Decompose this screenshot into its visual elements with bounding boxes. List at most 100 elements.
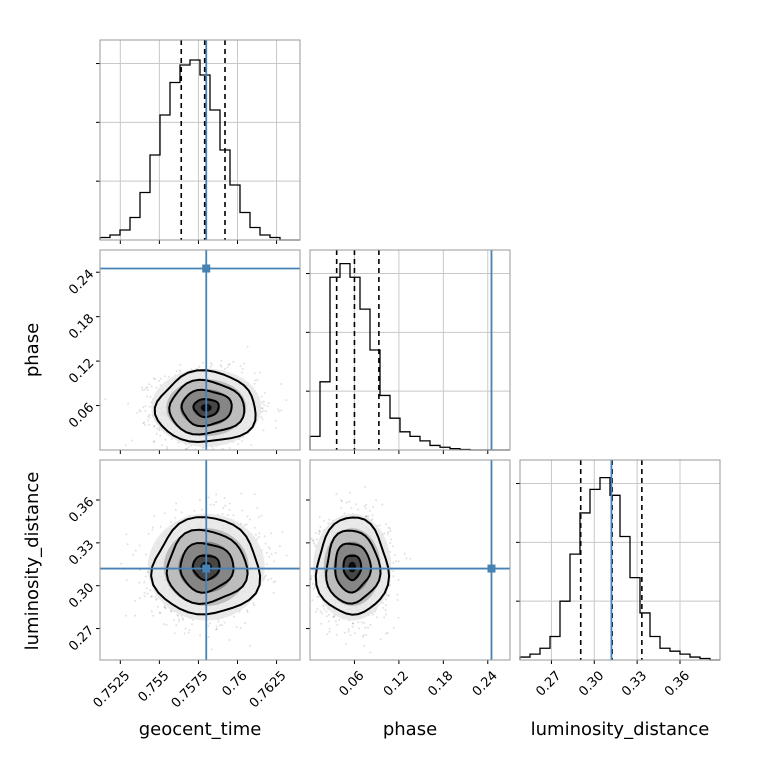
sample-point bbox=[151, 528, 154, 531]
sample-point bbox=[161, 444, 164, 447]
sample-point bbox=[157, 605, 160, 608]
sample-point bbox=[305, 583, 307, 585]
sample-point bbox=[167, 481, 169, 483]
sample-point bbox=[262, 429, 265, 432]
x-tick-label: 0.06 bbox=[336, 668, 367, 699]
sample-point bbox=[272, 581, 275, 584]
sample-point bbox=[369, 651, 372, 654]
sample-point bbox=[215, 628, 217, 631]
sample-point bbox=[369, 624, 372, 626]
sample-point bbox=[244, 622, 246, 625]
sample-point bbox=[338, 619, 341, 621]
sample-point bbox=[285, 399, 288, 402]
sample-point bbox=[124, 444, 127, 447]
density-layer bbox=[104, 345, 288, 483]
sample-point bbox=[140, 386, 143, 389]
sample-point bbox=[392, 570, 395, 573]
sample-point bbox=[153, 441, 155, 444]
sample-point bbox=[360, 621, 363, 624]
sample-point bbox=[165, 607, 167, 610]
sample-point bbox=[150, 385, 153, 388]
sample-point bbox=[146, 395, 148, 398]
sample-point bbox=[273, 560, 276, 563]
contour-line-0 bbox=[150, 516, 262, 616]
sample-point bbox=[340, 507, 343, 510]
sample-point bbox=[265, 563, 268, 566]
sample-point bbox=[262, 400, 265, 403]
sample-point bbox=[146, 386, 149, 389]
sample-point bbox=[174, 508, 177, 511]
sample-point bbox=[138, 581, 141, 584]
sample-point bbox=[379, 524, 381, 527]
sample-point bbox=[199, 634, 202, 637]
sample-point bbox=[215, 501, 218, 503]
sample-point bbox=[347, 630, 350, 633]
sample-point bbox=[363, 622, 366, 625]
sample-point bbox=[325, 610, 328, 613]
density-layer bbox=[120, 492, 288, 651]
sample-point bbox=[239, 365, 242, 368]
sample-point bbox=[246, 515, 249, 518]
sample-point bbox=[104, 398, 107, 401]
contour-line-1 bbox=[325, 529, 382, 605]
sample-point bbox=[274, 580, 277, 583]
sample-point bbox=[265, 551, 268, 554]
sample-point bbox=[350, 507, 353, 510]
y-tick-label: 0.36 bbox=[66, 495, 97, 526]
x-axis-title-luminosity-distance: luminosity_distance bbox=[531, 719, 710, 740]
sample-point bbox=[363, 644, 366, 647]
sample-point bbox=[209, 503, 212, 506]
sample-point bbox=[385, 613, 388, 616]
sample-point bbox=[254, 379, 257, 382]
sample-point bbox=[223, 367, 226, 370]
y-tick-label: 0.18 bbox=[66, 311, 97, 342]
sample-point bbox=[389, 529, 392, 532]
sample-point bbox=[318, 529, 321, 532]
sample-point bbox=[280, 383, 283, 385]
sample-point bbox=[258, 536, 261, 539]
sample-point bbox=[175, 502, 178, 505]
sample-point bbox=[372, 506, 375, 508]
sample-point bbox=[312, 587, 315, 590]
sample-point bbox=[389, 542, 392, 544]
y-axis-title-phase: phase bbox=[22, 323, 43, 377]
sample-point bbox=[405, 557, 408, 560]
sample-point bbox=[155, 432, 158, 435]
sample-point bbox=[357, 508, 360, 511]
sample-point bbox=[162, 623, 165, 626]
sample-point bbox=[316, 608, 319, 611]
sample-point bbox=[274, 419, 277, 422]
sample-point bbox=[323, 608, 326, 611]
sample-point bbox=[310, 577, 313, 580]
phase-vs-luminosity_distance-panel: 0.06 0.12 0.18 0.24 bbox=[287, 459, 511, 700]
y-tick-label: 0.06 bbox=[66, 400, 97, 431]
sample-point bbox=[183, 632, 186, 635]
sample-point bbox=[260, 395, 263, 398]
sample-point bbox=[210, 648, 213, 651]
sample-point bbox=[260, 407, 263, 410]
sample-point bbox=[306, 527, 308, 529]
sample-point bbox=[178, 369, 181, 372]
contour-line-2 bbox=[180, 388, 233, 428]
sample-point bbox=[315, 610, 317, 613]
sample-point bbox=[325, 615, 328, 618]
sample-point bbox=[263, 575, 266, 578]
sample-point bbox=[169, 521, 172, 524]
sample-point bbox=[347, 628, 350, 631]
sample-point bbox=[146, 419, 149, 422]
sample-point bbox=[409, 557, 412, 560]
sample-point bbox=[156, 597, 158, 600]
sample-point bbox=[193, 475, 195, 477]
panel-frame bbox=[309, 459, 511, 661]
sample-point bbox=[304, 559, 306, 561]
sample-point bbox=[306, 579, 308, 581]
sample-point bbox=[287, 602, 289, 604]
sample-point bbox=[174, 516, 177, 519]
sample-point bbox=[348, 500, 351, 503]
sample-point bbox=[327, 620, 330, 623]
truth-marker bbox=[202, 264, 211, 273]
sample-point bbox=[164, 438, 167, 441]
sample-point bbox=[371, 518, 374, 521]
sample-point bbox=[388, 584, 391, 587]
sample-point bbox=[141, 389, 144, 392]
